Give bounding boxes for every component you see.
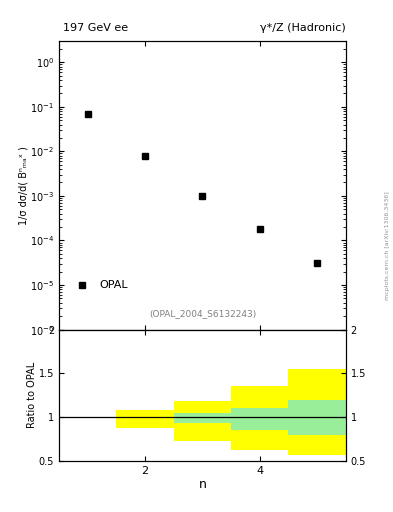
Text: mcplots.cern.ch [arXiv:1306.3436]: mcplots.cern.ch [arXiv:1306.3436] <box>385 191 389 300</box>
Text: 197 GeV ee: 197 GeV ee <box>63 23 128 33</box>
Text: γ*/Z (Hadronic): γ*/Z (Hadronic) <box>260 23 346 33</box>
Y-axis label: 1/σ dσ/d( Bⁿₘₐˣ ): 1/σ dσ/d( Bⁿₘₐˣ ) <box>18 146 29 225</box>
X-axis label: n: n <box>198 478 206 492</box>
Text: (OPAL_2004_S6132243): (OPAL_2004_S6132243) <box>149 309 256 318</box>
Y-axis label: Ratio to OPAL: Ratio to OPAL <box>28 362 37 429</box>
Text: OPAL: OPAL <box>99 280 128 290</box>
